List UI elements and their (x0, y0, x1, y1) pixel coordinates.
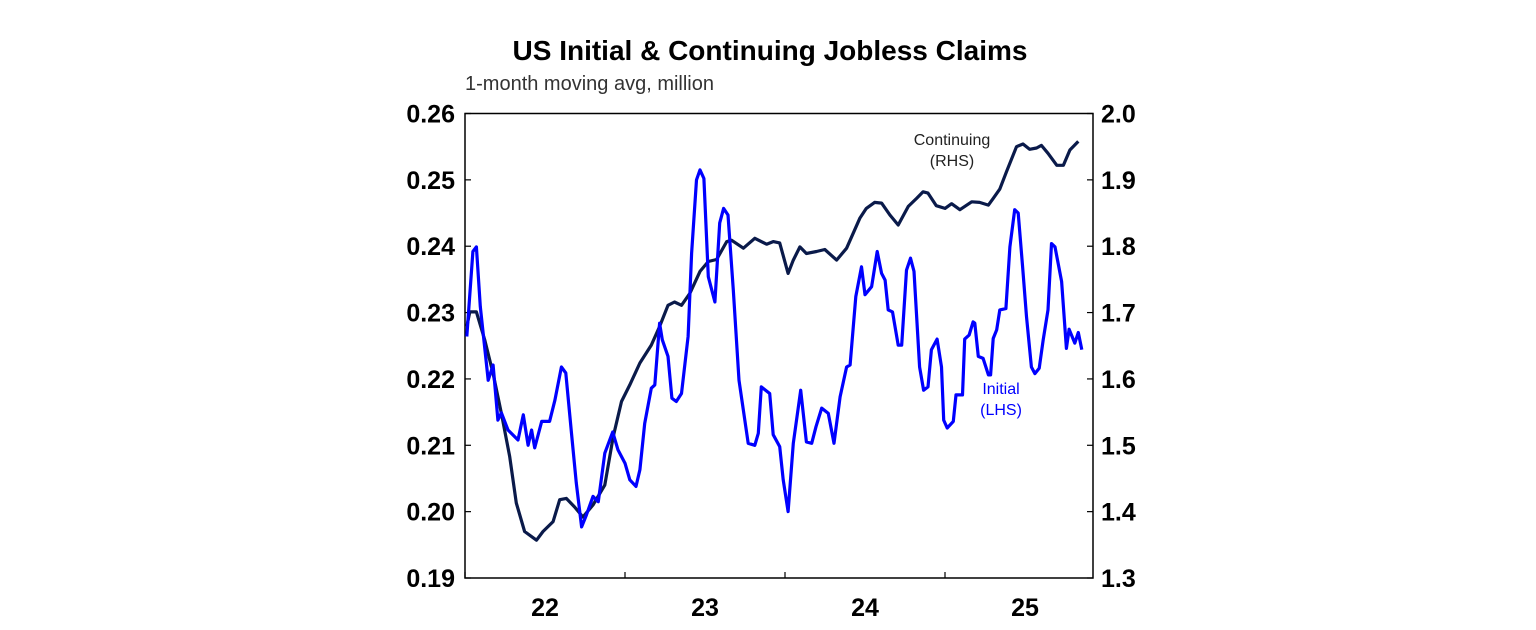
axes: 0.19 0.20 0.21 0.22 0.23 0.24 0.25 0.26 1.3 1.4 1.… (406, 101, 1136, 623)
x-axis-tick-label: 23 (691, 594, 719, 622)
series-line-initial (465, 168, 1084, 529)
x-axis-tick-label: 22 (531, 594, 559, 622)
left-axis-tick-label: 0.26 (406, 101, 455, 129)
right-axis-tick-label: 1.9 (1101, 167, 1136, 195)
series-label-continuing: Continuing (914, 132, 991, 149)
chart-subtitle: 1-month moving avg, million (465, 73, 714, 95)
series-line-continuing (465, 140, 1080, 542)
right-axis-tick-label: 1.5 (1101, 432, 1136, 460)
right-axis-tick-label: 1.4 (1101, 499, 1136, 527)
chart-title: US Initial & Continuing Jobless Claims (513, 35, 1028, 66)
series-label-continuing: (RHS) (930, 153, 974, 170)
left-axis-tick-label: 0.25 (406, 167, 455, 195)
series-label-initial: (LHS) (980, 402, 1022, 419)
series-labels: Initial (LHS) Continuing (RHS) (914, 132, 1022, 419)
right-axis-tick-label: 1.6 (1101, 366, 1136, 394)
plot-frame (464, 112, 1094, 579)
left-axis-tick-label: 0.22 (406, 366, 455, 394)
right-axis-tick-label: 1.8 (1101, 233, 1136, 261)
right-axis-tick-label: 1.3 (1101, 565, 1136, 593)
left-axis-tick-label: 0.24 (406, 233, 455, 261)
left-axis-tick-label: 0.21 (406, 432, 455, 460)
x-axis-tick-label: 25 (1011, 594, 1039, 622)
left-axis-tick-label: 0.23 (406, 300, 455, 328)
right-axis-tick-label: 1.7 (1101, 300, 1136, 328)
series-lines (465, 140, 1084, 542)
left-axis-tick-label: 0.19 (406, 565, 455, 593)
right-axis-tick-label: 2.0 (1101, 101, 1136, 129)
left-axis-tick-label: 0.20 (406, 499, 455, 527)
x-axis-tick-label: 24 (851, 594, 879, 622)
series-label-initial: Initial (982, 381, 1019, 398)
